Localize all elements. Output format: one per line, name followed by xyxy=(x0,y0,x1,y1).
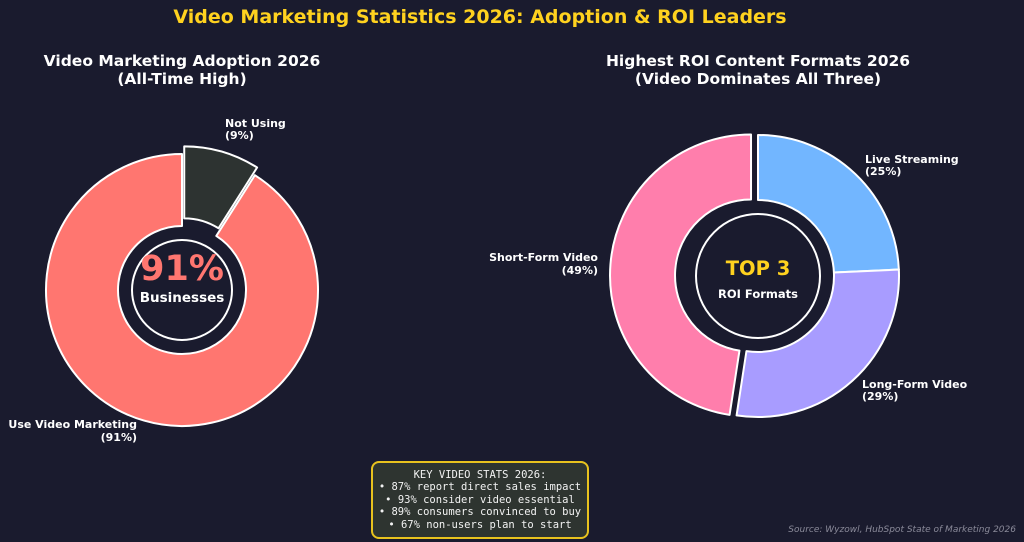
donut-center-ring xyxy=(131,239,233,341)
roi-chart-title: Highest ROI Content Formats 2026 xyxy=(606,52,910,70)
adoption-donut xyxy=(45,145,319,427)
key-stats-heading: KEY VIDEO STATS 2026: xyxy=(413,469,547,481)
adoption-center-label: Businesses xyxy=(140,290,225,306)
slice-label-long-form-percent: (29%) xyxy=(862,390,898,403)
slice-label-use-video-percent: (91%) xyxy=(101,431,137,444)
roi-center-label: ROI Formats xyxy=(718,287,798,301)
adoption-chart-title: Video Marketing Adoption 2026 xyxy=(44,52,321,70)
key-stat-item: • 87% report direct sales impact xyxy=(378,481,582,494)
slice-label-live-streaming-name: Live Streaming xyxy=(865,153,959,166)
key-stat-item: • 67% non-users plan to start xyxy=(388,518,572,531)
roi-donut xyxy=(609,133,900,418)
donut-center-ring xyxy=(695,213,821,339)
slice-label-long-form-name: Long-Form Video xyxy=(862,378,968,391)
slice-label-short-form-percent: (49%) xyxy=(562,264,598,277)
slice-label-use-video-name: Use Video Marketing xyxy=(8,418,137,431)
slice-label-live-streaming-percent: (25%) xyxy=(865,165,901,178)
adoption-center-value: 91% xyxy=(140,249,224,289)
slice-label-not-using-name: Not Using xyxy=(225,117,286,130)
adoption-chart-subtitle: (All-Time High) xyxy=(117,70,246,88)
key-stats-box: KEY VIDEO STATS 2026: • 87% report direc… xyxy=(371,461,589,539)
donut-slice-live-streaming xyxy=(757,134,900,274)
donut-slice-long-form-video xyxy=(735,268,900,418)
main-title: Video Marketing Statistics 2026: Adoptio… xyxy=(173,6,786,28)
key-stat-item: • 89% consumers convinced to buy xyxy=(378,506,582,519)
source-note: Source: Wyzowl, HubSpot State of Marketi… xyxy=(788,525,1016,535)
donut-slice-use-video-marketing xyxy=(45,153,319,427)
donut-slice-not-using xyxy=(183,145,259,230)
key-stat-item: • 93% consider video essential xyxy=(385,493,575,506)
roi-chart-subtitle: (Video Dominates All Three) xyxy=(635,70,881,88)
donut-slice-short-form-video xyxy=(609,133,753,416)
slice-label-short-form-name: Short-Form Video xyxy=(489,251,598,264)
slice-label-not-using-percent: (9%) xyxy=(225,129,254,142)
roi-center-value: TOP 3 xyxy=(726,257,791,280)
